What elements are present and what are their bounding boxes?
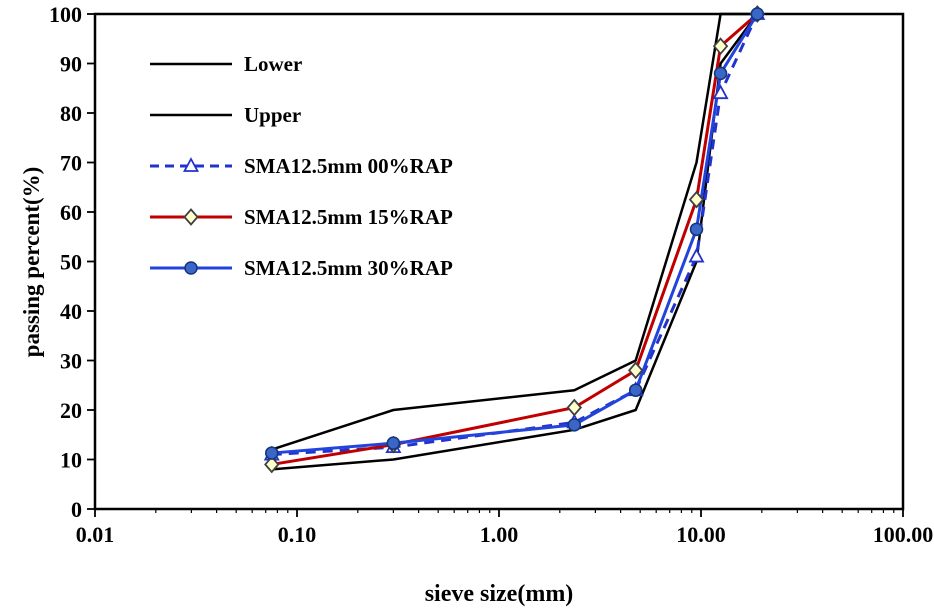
- marker-triangle-icon: [182, 157, 200, 172]
- marker-circle-icon: [567, 418, 582, 432]
- x-tick-label: 0.10: [278, 522, 317, 547]
- marker-diamond-icon: [264, 455, 280, 474]
- y-tick-label: 0: [71, 497, 82, 522]
- legend-item: SMA12.5mm 15%RAP: [150, 205, 453, 229]
- marker-diamond-icon: [628, 361, 644, 380]
- plot-border: [93, 12, 905, 511]
- legend-label: Upper: [244, 103, 301, 127]
- legend-item: Upper: [150, 103, 301, 127]
- series-line-0: [271, 13, 759, 471]
- y-tick-label: 60: [60, 200, 82, 225]
- marker-circle-icon: [628, 383, 643, 397]
- x-tick-label: 100.00: [873, 522, 934, 547]
- marker-diamond-icon: [183, 208, 199, 226]
- legend-label: SMA12.5mm 15%RAP: [244, 205, 453, 229]
- y-tick-label: 40: [60, 299, 82, 324]
- y-axis-title: passing percent(%): [19, 166, 44, 358]
- legend-label: SMA12.5mm 00%RAP: [244, 154, 453, 178]
- marker-triangle-icon: [688, 247, 705, 263]
- marker-diamond-icon: [688, 190, 705, 209]
- marker-diamond-icon: [712, 37, 729, 56]
- marker-circle-icon: [750, 7, 765, 21]
- y-tick-label: 80: [60, 101, 82, 126]
- legend-item: Lower: [150, 52, 302, 76]
- y-tick-label: 10: [60, 448, 82, 473]
- x-tick-label: 1.00: [480, 522, 519, 547]
- marker-circle-icon: [386, 436, 401, 450]
- legend-label: SMA12.5mm 30%RAP: [244, 256, 453, 280]
- marker-circle-icon: [265, 446, 279, 460]
- marker-circle-icon: [689, 222, 704, 237]
- marker-triangle-icon: [712, 84, 729, 100]
- x-axis-title: sieve size(mm): [424, 581, 574, 607]
- x-tick-label: 10.00: [676, 522, 726, 547]
- legend-item: SMA12.5mm 30%RAP: [150, 256, 453, 280]
- legend-item: SMA12.5mm 00%RAP: [150, 154, 453, 178]
- y-tick-label: 100: [49, 2, 82, 27]
- y-tick-label: 70: [60, 151, 82, 176]
- legend-label: Lower: [244, 52, 302, 76]
- y-tick-label: 30: [60, 349, 82, 374]
- y-tick-label: 90: [60, 52, 82, 77]
- y-tick-label: 20: [60, 398, 82, 423]
- y-tick-label: 50: [60, 250, 82, 275]
- marker-diamond-icon: [566, 398, 583, 417]
- x-tick-label: 0.01: [76, 522, 115, 547]
- marker-circle-icon: [713, 66, 728, 81]
- marker-circle-icon: [184, 261, 198, 275]
